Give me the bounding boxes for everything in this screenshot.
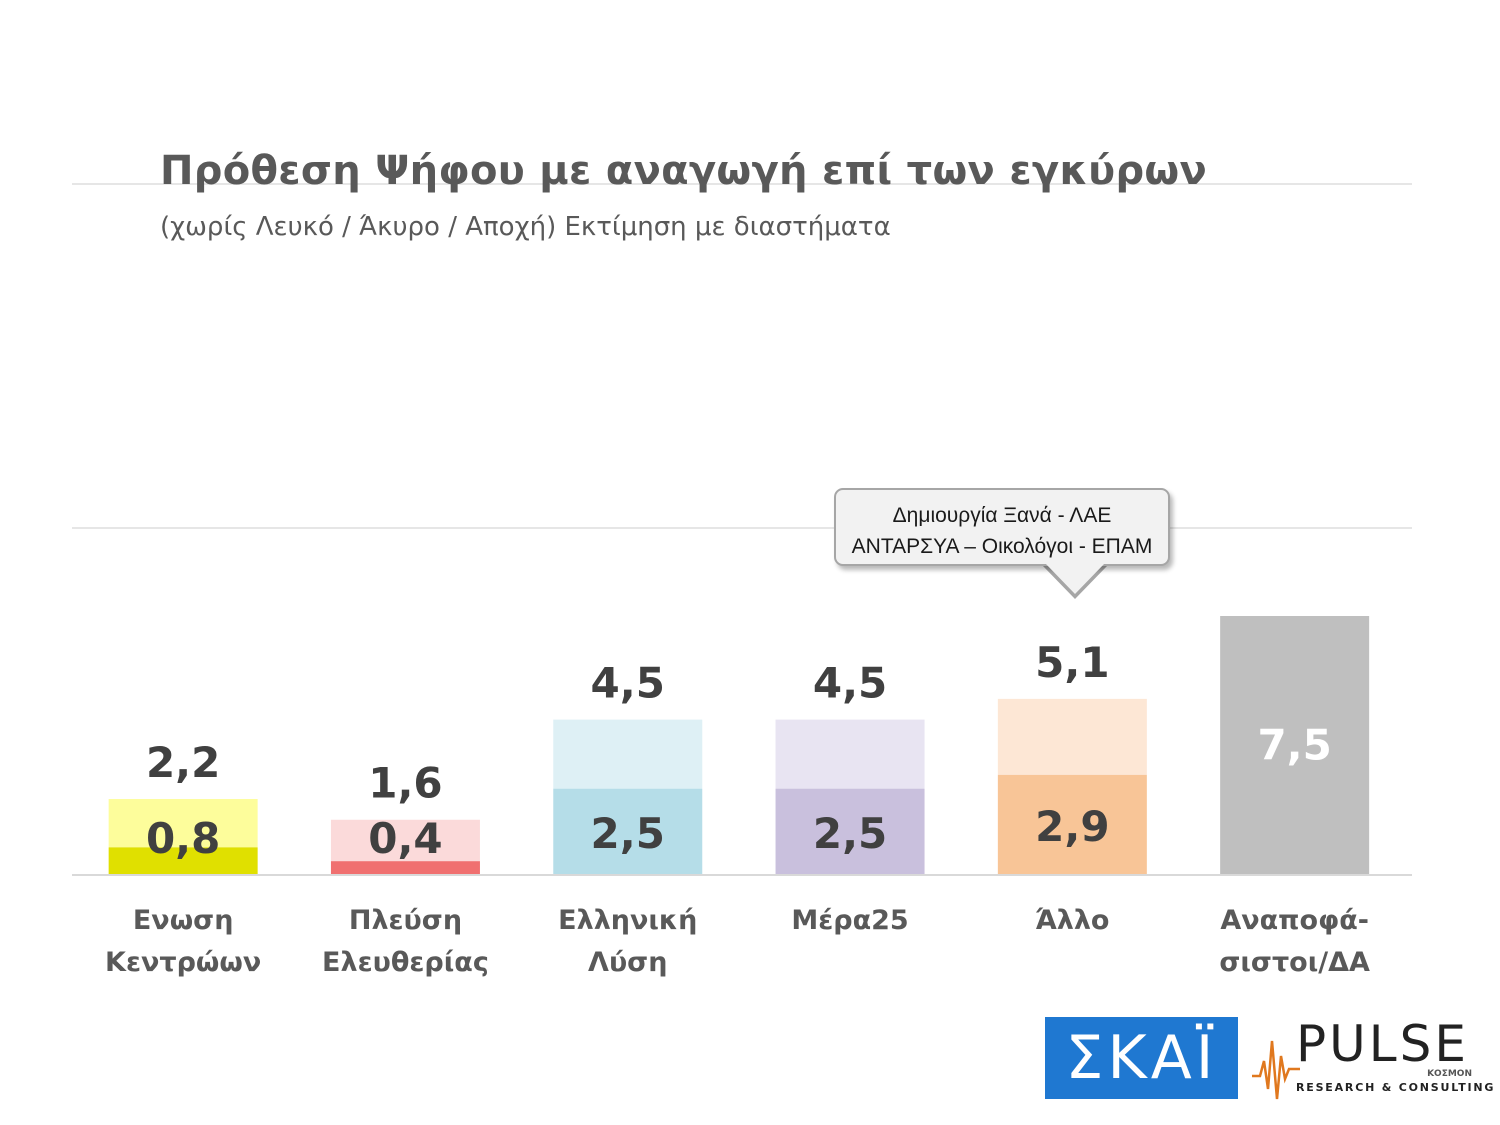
bar-5-base-segment: [997, 774, 1147, 875]
bar-4-base-segment: [775, 788, 925, 875]
bar-1-total-value-label: 2,2: [146, 738, 220, 787]
callout-tail-fill: [1045, 563, 1105, 594]
category-label-ελληνική-λύση-line-2: Λύση: [588, 947, 667, 978]
chart-subtitle: (χωρίς Λευκό / Άκυρο / Αποχή) Εκτίμηση μ…: [160, 212, 891, 242]
category-label-μέρα25-line-1: Μέρα25: [791, 905, 908, 936]
category-label-πλεύση-ελευθερίας-line-2: Ελευθερίας: [322, 947, 489, 978]
bar-3-range-segment: [553, 719, 703, 789]
callout-note: Δημιουργία Ξανά - ΛΑΕ ΑΝΤΑΡΣΥΑ – Οικολόγ…: [834, 488, 1170, 566]
bar-3-base-value-label: 2,5: [591, 809, 665, 858]
chart-title: Πρόθεση Ψήφου με αναγωγή επί των εγκύρων: [160, 148, 1208, 194]
pulse-tagline: RESEARCH & CONSULTING: [1296, 1081, 1496, 1094]
skai-logo: ΣΚΑΪ: [1045, 1017, 1238, 1099]
callout-line-1: Δημιουργία Ξανά - ΛΑΕ: [892, 504, 1112, 527]
callout-line-2: ΑΝΤΑΡΣΥΑ – Οικολόγοι - ΕΠΑΜ: [851, 535, 1153, 558]
pulse-wave-icon: [1252, 1040, 1300, 1100]
title-rule: [72, 183, 1412, 185]
bars-layer: [108, 616, 1370, 875]
bar-4-range-segment: [775, 719, 925, 789]
pulse-logo: PULSE ΚΟΣΜΟΝ RESEARCH & CONSULTING: [1252, 1015, 1493, 1103]
bar-5-total-value-label: 5,1: [1035, 638, 1109, 687]
bar-6-base-segment: [1220, 616, 1370, 875]
plot-top-rule: [72, 527, 1412, 529]
pulse-small-text: ΚΟΣΜΟΝ: [1427, 1069, 1472, 1079]
category-label-ενωση-κεντρώων-line-2: Κεντρώων: [105, 947, 261, 978]
bar-2-total-value-label: 1,6: [368, 759, 442, 808]
category-label-αναποφά--σιστοι-δα-line-2: σιστοι/ΔΑ: [1219, 947, 1370, 978]
bar-5-base-value-label: 2,9: [1035, 802, 1109, 851]
pulse-wordmark: PULSE: [1296, 1015, 1469, 1073]
bar-2-base-segment: [330, 861, 480, 875]
bar-1-range-segment: [108, 799, 258, 848]
category-label-ενωση-κεντρώων-line-1: Ενωση: [133, 905, 234, 936]
bar-1-base-segment: [108, 847, 258, 875]
bar-4-base-value-label: 2,5: [813, 809, 887, 858]
bar-3-total-value-label: 4,5: [591, 659, 665, 708]
bar-chart: 0,8 2,2 Ενωση Κεντρώων 0,4 1,6 Πλεύση Ελευθερία…: [72, 616, 1412, 978]
bar-2-base-value-label: 0,4: [368, 814, 442, 863]
category-label-άλλο-line-1: Άλλο: [1035, 905, 1109, 936]
category-label-αναποφά--σιστοι-δα-line-1: Αναποφά-: [1220, 905, 1369, 936]
category-label-πλεύση-ελευθερίας-line-1: Πλεύση: [349, 905, 462, 936]
bar-2-range-segment: [330, 819, 480, 862]
bar-1-base-value-label: 0,8: [146, 814, 220, 863]
bar-6-base-value-label: 7,5: [1257, 721, 1331, 770]
bar-4-total-value-label: 4,5: [813, 659, 887, 708]
bar-3-base-segment: [553, 788, 703, 875]
bar-5-range-segment: [997, 698, 1147, 775]
category-label-ελληνική-λύση-line-1: Ελληνική: [558, 905, 697, 936]
labels-layer: 0,8 2,2 Ενωση Κεντρώων 0,4 1,6 Πλεύση Ελευθερία…: [105, 638, 1370, 978]
